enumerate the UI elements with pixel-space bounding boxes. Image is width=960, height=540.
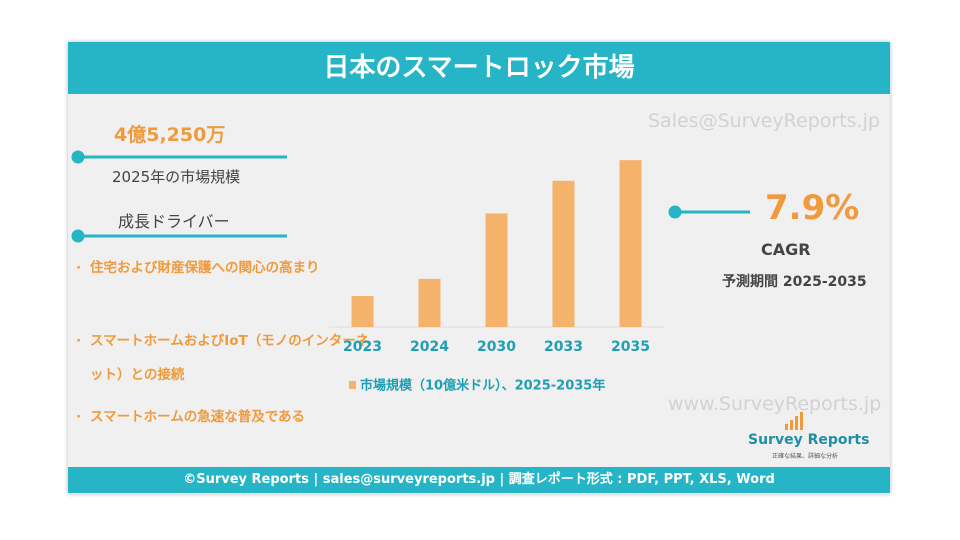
driver-item: スマートホームの急速な普及である (76, 400, 370, 434)
legend-swatch (349, 381, 356, 389)
legend-label: 市場規模（10億米ドル）、2025-2035年 (360, 378, 605, 394)
decor (71, 150, 750, 243)
driver-item: 住宅および財産保護への関心の高まり (76, 251, 370, 285)
x-tick-label: 2023 (343, 339, 382, 355)
driver-item: スマートホームおよびIoT（モノのインターネット）との接続 (76, 324, 370, 392)
watermark: www.SurveyReports.jp (668, 393, 882, 415)
bar (485, 213, 508, 327)
x-tick-label: 2035 (611, 339, 650, 355)
bar (351, 296, 374, 327)
cagr-period: 予測期間 2025-2035 (722, 274, 867, 290)
x-tick-label: 2033 (544, 339, 583, 355)
x-tick-label: 2024 (410, 339, 449, 355)
bar (619, 160, 642, 327)
cagr-value: 7.9% (765, 188, 860, 228)
x-tick-label: 2030 (477, 339, 516, 355)
bar (418, 278, 441, 327)
bar (552, 180, 575, 327)
drivers-heading: 成長ドライバー (118, 212, 230, 231)
market-size: 4億5,250万 (114, 124, 226, 146)
cagr-label: CAGR (761, 240, 811, 259)
market-size-label: 2025年の市場規模 (112, 168, 241, 186)
title: 日本のスマートロック市場 (68, 42, 890, 94)
watermark: Sales@SurveyReports.jp (648, 110, 880, 132)
logo-icon (785, 412, 803, 430)
footer: ©Survey Reports | sales@surveyreports.jp… (68, 467, 890, 493)
logo-tagline: 正確な結果、詳細な分析 (772, 453, 839, 460)
logo-name: Survey Reports (748, 432, 870, 448)
